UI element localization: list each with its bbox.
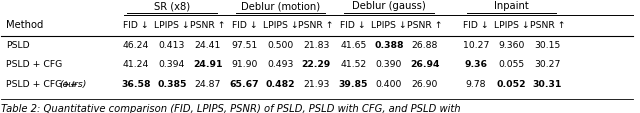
Text: 0.052: 0.052 [497,79,526,88]
Text: 24.41: 24.41 [195,41,221,50]
Text: Deblur (gauss): Deblur (gauss) [352,1,426,11]
Text: LPIPS ↓: LPIPS ↓ [154,21,189,30]
Text: 0.388: 0.388 [374,41,404,50]
Text: PSNR ↑: PSNR ↑ [529,21,565,30]
Text: 30.31: 30.31 [532,79,562,88]
Text: 30.15: 30.15 [534,41,561,50]
Text: 36.58: 36.58 [122,79,151,88]
Text: 26.88: 26.88 [412,41,438,50]
Text: PSLD + CFG++: PSLD + CFG++ [6,79,81,88]
Text: 10.27: 10.27 [463,41,489,50]
Text: 91.90: 91.90 [232,60,258,69]
Text: 41.52: 41.52 [340,60,366,69]
Text: 21.93: 21.93 [303,79,330,88]
Text: Inpaint: Inpaint [494,1,529,11]
Text: PSNR ↑: PSNR ↑ [298,21,334,30]
Text: 0.500: 0.500 [268,41,294,50]
Text: FID ↓: FID ↓ [463,21,488,30]
Text: 21.83: 21.83 [303,41,330,50]
Text: 0.390: 0.390 [376,60,402,69]
Text: LPIPS ↓: LPIPS ↓ [262,21,298,30]
Text: 0.413: 0.413 [159,41,185,50]
Text: 39.85: 39.85 [339,79,368,88]
Text: (ours): (ours) [59,79,86,88]
Text: 97.51: 97.51 [232,41,258,50]
Text: PSLD + CFG: PSLD + CFG [6,60,62,69]
Text: 24.87: 24.87 [195,79,221,88]
Text: 22.29: 22.29 [301,60,331,69]
Text: 0.493: 0.493 [268,60,294,69]
Text: 0.055: 0.055 [499,60,525,69]
Text: 0.400: 0.400 [376,79,402,88]
Text: FID ↓: FID ↓ [124,21,149,30]
Text: 0.394: 0.394 [159,60,185,69]
Text: Deblur (motion): Deblur (motion) [241,1,320,11]
Text: PSLD: PSLD [6,41,29,50]
Text: PSNR ↑: PSNR ↑ [407,21,442,30]
Text: 41.24: 41.24 [123,60,149,69]
Text: SR (x8): SR (x8) [154,1,190,11]
Text: 24.91: 24.91 [193,60,222,69]
Text: 0.482: 0.482 [266,79,295,88]
Text: Method: Method [6,20,43,30]
Text: 0.385: 0.385 [157,79,187,88]
Text: 46.24: 46.24 [123,41,149,50]
Text: LPIPS ↓: LPIPS ↓ [494,21,529,30]
Text: LPIPS ↓: LPIPS ↓ [371,21,407,30]
Text: 30.27: 30.27 [534,60,561,69]
Text: 26.94: 26.94 [410,60,440,69]
Text: Table 2: Quantitative comparison (FID, LPIPS, PSNR) of PSLD, PSLD with CFG, and : Table 2: Quantitative comparison (FID, L… [1,103,460,113]
Text: 65.67: 65.67 [230,79,259,88]
Text: 41.65: 41.65 [340,41,366,50]
Text: 9.78: 9.78 [465,79,486,88]
Text: PSNR ↑: PSNR ↑ [190,21,225,30]
Text: 9.360: 9.360 [499,41,525,50]
Text: FID ↓: FID ↓ [340,21,366,30]
Text: FID ↓: FID ↓ [232,21,257,30]
Text: 26.90: 26.90 [412,79,438,88]
Text: 9.36: 9.36 [465,60,487,69]
